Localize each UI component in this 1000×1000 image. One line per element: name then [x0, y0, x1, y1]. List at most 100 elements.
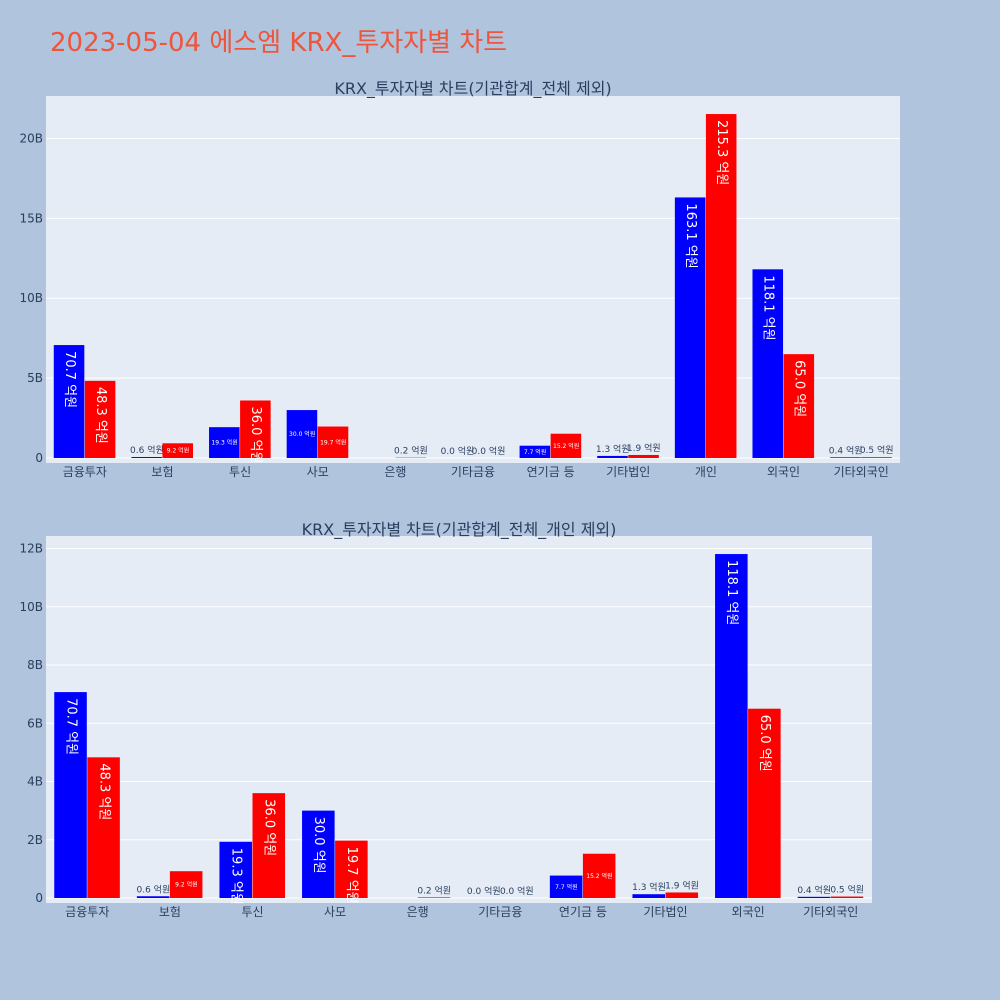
x-tick-label: 연기금 등	[559, 905, 607, 919]
bar-value-label: 36.0 억원	[248, 406, 263, 463]
x-tick-label: 보험	[151, 465, 173, 479]
bar-value-label: 0.0 억원	[467, 885, 501, 897]
y-tick-label: 0	[35, 451, 43, 465]
bar-value-label: 1.3 억원	[596, 443, 630, 455]
y-tick-label: 8B	[27, 658, 43, 672]
bar-value-label: 118.1 억원	[724, 560, 739, 625]
bar-value-label: 30.0 억원	[289, 430, 315, 438]
bar	[830, 896, 864, 898]
x-tick-label: 연기금 등	[527, 465, 575, 479]
page-title: 2023-05-04 에스엠 KRX_투자자별 차트	[50, 28, 508, 58]
bar	[87, 757, 120, 898]
bar	[162, 443, 194, 458]
x-tick-label: 은행	[407, 904, 429, 919]
y-tick-label: 2B	[27, 833, 43, 847]
bar	[715, 554, 748, 898]
bar-value-label: 7.7 억원	[524, 448, 547, 456]
bar	[674, 197, 706, 459]
bar	[519, 445, 551, 458]
y-tick-label: 0	[35, 891, 43, 905]
x-tick-label: 보험	[159, 905, 181, 919]
bar-value-label: 19.7 억원	[320, 438, 346, 446]
x-tick-label: 기타금융	[478, 905, 522, 919]
y-tick-label: 4B	[27, 775, 43, 789]
bar	[53, 345, 85, 458]
x-tick-label: 외국인	[767, 465, 800, 479]
bar	[797, 896, 831, 898]
bar	[286, 410, 318, 458]
bar	[302, 810, 335, 898]
x-tick-label: 기타외국인	[834, 465, 889, 479]
y-tick-label: 5B	[27, 371, 43, 385]
bar-value-label: 0.4 억원	[797, 884, 831, 896]
bar	[417, 897, 451, 898]
bar	[209, 427, 240, 458]
bar-value-label: 1.9 억원	[665, 879, 699, 891]
y-tick-label: 15B	[19, 211, 43, 225]
x-tick-label: 투신	[229, 465, 251, 479]
y-tick-label: 10B	[19, 291, 43, 305]
y-tick-label: 20B	[19, 131, 43, 145]
bar	[861, 457, 892, 458]
bar-value-label: 1.9 억원	[627, 442, 661, 454]
bar-value-label: 36.0 억원	[262, 799, 277, 856]
bar	[317, 426, 349, 458]
bar-value-label: 9.2 억원	[167, 447, 190, 455]
bar	[582, 853, 616, 898]
bar	[136, 896, 170, 898]
bar-value-label: 15.2 억원	[586, 872, 612, 880]
bar	[240, 400, 271, 458]
bar-value-label: 30.0 억원	[311, 817, 326, 874]
bar-value-label: 65.0 억원	[792, 360, 807, 417]
bar	[632, 894, 665, 898]
bar	[783, 354, 815, 458]
x-tick-label: 기타법인	[643, 905, 687, 919]
bar	[84, 380, 116, 458]
x-tick-label: 기타외국인	[803, 905, 858, 919]
x-tick-label: 기타금융	[451, 465, 495, 479]
x-tick-label: 개인	[695, 465, 717, 479]
bar-value-label: 0.4 억원	[829, 444, 863, 456]
bar-value-label: 48.3 억원	[96, 763, 111, 820]
x-tick-label: 사모	[324, 905, 346, 919]
x-tick-label: 금융투자	[65, 905, 109, 919]
bar	[549, 875, 583, 898]
bar-value-label: 215.3 억원	[714, 120, 729, 185]
bar	[830, 457, 861, 458]
bar-value-label: 19.7 억원	[344, 847, 359, 904]
bar-value-label: 0.5 억원	[830, 884, 864, 896]
bar-value-label: 7.7 억원	[555, 883, 578, 891]
bar	[335, 840, 368, 898]
bar-value-label: 0.5 억원	[860, 444, 894, 456]
bar-value-label: 0.6 억원	[130, 444, 164, 456]
bar	[219, 841, 252, 898]
bar-value-label: 0.2 억원	[394, 445, 428, 457]
bar	[597, 455, 628, 458]
bar-value-label: 70.7 억원	[63, 698, 78, 755]
bar-value-label: 9.2 억원	[175, 881, 198, 889]
bar-value-label: 0.6 억원	[137, 883, 171, 895]
x-tick-label: 기타법인	[606, 465, 650, 479]
bar	[54, 692, 87, 898]
bar-value-label: 118.1 억원	[761, 275, 776, 340]
bar-value-label: 70.7 억원	[62, 351, 77, 408]
bar	[550, 433, 582, 458]
bar	[131, 457, 162, 458]
bar-value-label: 65.0 억원	[757, 715, 772, 772]
bar	[752, 269, 784, 458]
chart-1: KRX_투자자별 차트(기관합계_전체 제외) 0 5B 10B 15B 20B 금융투자 7…	[19, 79, 900, 479]
x-tick-label: 사모	[307, 465, 329, 479]
bar	[169, 871, 203, 898]
x-tick-label: 외국인	[732, 905, 765, 919]
bar-value-label: 19.3 억원	[228, 848, 243, 905]
x-tick-label: 은행	[384, 464, 406, 479]
bar	[748, 708, 781, 898]
x-tick-label: 금융투자	[63, 465, 107, 479]
bar-value-label: 0.0 억원	[500, 885, 534, 897]
chart-title: KRX_투자자별 차트(기관합계_전체 제외)	[334, 79, 611, 99]
bar-value-label: 15.2 억원	[553, 442, 579, 450]
bar-value-label: 0.2 억원	[417, 884, 451, 896]
bar-value-label: 0.0 억원	[472, 445, 506, 457]
bar-value-label: 19.3 억원	[211, 439, 237, 447]
